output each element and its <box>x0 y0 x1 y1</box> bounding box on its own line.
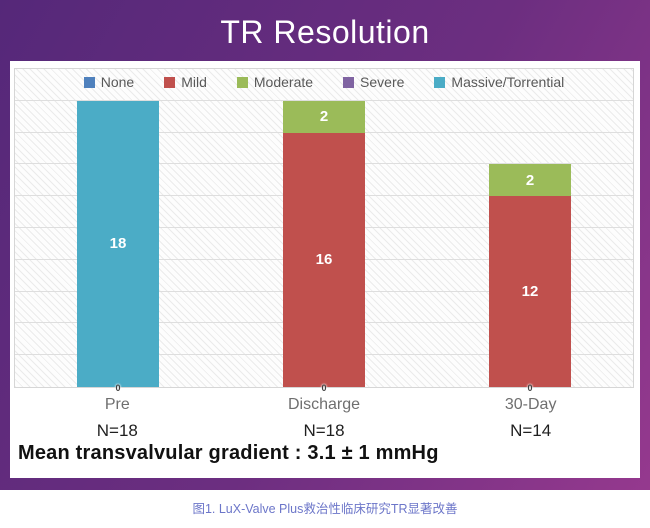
category-label: Discharge <box>287 396 361 413</box>
n-label: N=18 <box>303 421 345 440</box>
zero-label: 0 <box>115 383 121 393</box>
bar-group: 12 2 0 <box>489 69 571 393</box>
bar-group: 16 2 0 <box>283 69 365 393</box>
bar-segment: 12 <box>489 196 571 387</box>
bar-group: 18 0 <box>76 69 159 393</box>
legend-label: Massive/Torrential <box>451 74 565 90</box>
n-label: N=14 <box>510 421 552 440</box>
bar-value-label: 2 <box>525 171 535 189</box>
bar-segment: 18 <box>76 100 159 387</box>
legend-item: Moderate <box>236 74 314 90</box>
footnote-text: Mean transvalvular gradient : 3.1 ± 1 mm… <box>18 442 439 464</box>
category-label: 30-Day <box>504 396 557 413</box>
x-label-block: Discharge N=18 <box>234 395 414 441</box>
bar-value-label: 18 <box>109 235 127 253</box>
legend-swatch <box>236 76 248 88</box>
gridline <box>15 99 633 101</box>
chart-title: TR Resolution <box>220 14 430 50</box>
legend-label: None <box>100 74 135 90</box>
bar-segment: 2 <box>489 164 571 197</box>
legend-item: Massive/Torrential <box>434 74 564 90</box>
legend-label: Severe <box>360 74 405 90</box>
legend-swatch <box>343 76 355 88</box>
zero-label: 0 <box>527 383 533 393</box>
legend-swatch <box>164 76 176 88</box>
legend-item: None <box>83 74 135 90</box>
bar-segment: 16 <box>283 132 365 387</box>
figure-caption: 图1. LuX-Valve Plus救治性临床研究TR显著改善 <box>192 502 458 516</box>
legend-label: Moderate <box>253 74 314 90</box>
x-label-block: 30-Day N=14 <box>441 395 621 441</box>
legend-label: Mild <box>181 74 207 90</box>
zero-label: 0 <box>321 383 327 393</box>
bar-value-label: 12 <box>521 283 539 301</box>
x-label-block: Pre N=18 <box>27 395 207 441</box>
chart-panel: None Mild Moderate Severe Massive/Torrential… <box>10 61 640 478</box>
x-axis-labels: Pre N=18 Discharge N=18 30-Day N=14 <box>14 395 634 455</box>
n-label: N=18 <box>96 421 138 440</box>
legend-item: Severe <box>343 74 404 90</box>
bar-segment: 2 <box>283 100 365 133</box>
chart-area: None Mild Moderate Severe Massive/Torrential… <box>14 68 634 393</box>
chart-legend: None Mild Moderate Severe Massive/Torrential <box>15 74 633 90</box>
legend-swatch <box>83 76 95 88</box>
bar-value-label: 16 <box>315 251 333 269</box>
bar-value-label: 2 <box>319 108 329 126</box>
legend-swatch <box>434 76 446 88</box>
category-label: Pre <box>104 396 130 413</box>
legend-item: Mild <box>164 74 207 90</box>
